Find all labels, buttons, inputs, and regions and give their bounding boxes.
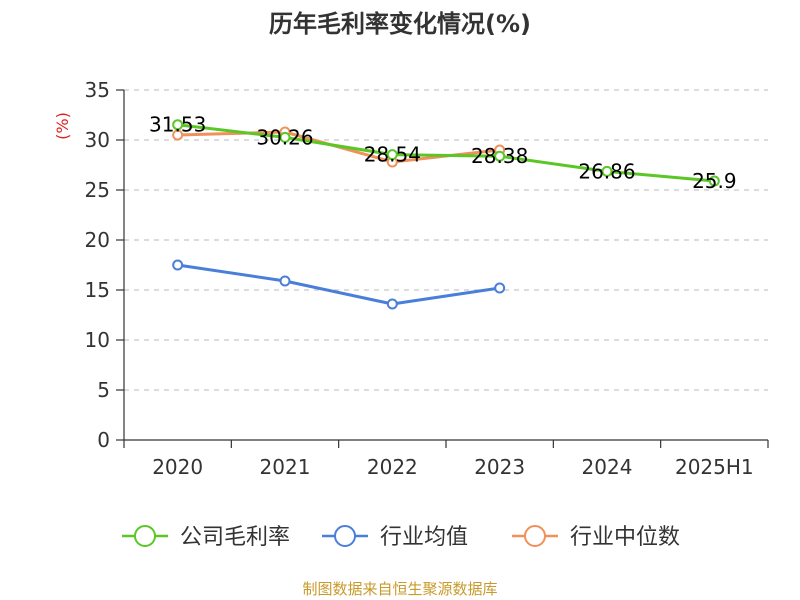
y-tick-label: 30 (85, 128, 110, 152)
y-tick-label: 0 (97, 428, 110, 452)
source-note: 制图数据来自恒生聚源数据库 (302, 580, 497, 598)
legend-marker (134, 525, 156, 547)
series-layer: 31.53 30.26 28.54 28.38 26.86 25.9 (149, 113, 737, 310)
data-point (172, 259, 184, 271)
x-tick-label: 2023 (474, 455, 525, 479)
data-label: 28.54 (364, 143, 421, 167)
data-point (386, 149, 398, 161)
legend-marker (524, 525, 546, 547)
y-tick-label: 15 (85, 278, 110, 302)
legend-item: 公司毛利率 (122, 525, 290, 550)
series-0 (172, 119, 720, 187)
legend-label: 行业中位数 (570, 525, 680, 550)
y-tick-label: 25 (85, 178, 110, 202)
data-point (708, 175, 720, 187)
chart-title: 历年毛利率变化情况(%) (269, 10, 531, 38)
data-label: 26.86 (578, 159, 635, 183)
data-label: 25.9 (692, 169, 737, 193)
data-point (494, 282, 506, 294)
y-tick-label: 5 (97, 378, 110, 402)
grid-lines (124, 89, 768, 391)
x-tick-label: 2025H1 (675, 455, 754, 479)
x-tick-label: 2021 (260, 455, 311, 479)
data-label: 30.26 (256, 125, 313, 149)
legend-item: 行业均值 (322, 525, 468, 550)
y-tick-label: 35 (85, 78, 110, 102)
x-tick-label: 2024 (582, 455, 633, 479)
data-point (601, 165, 613, 177)
data-point (279, 275, 291, 287)
data-point (172, 119, 184, 131)
legend-marker (334, 525, 356, 547)
legend: 公司毛利率 行业均值 行业中位数 (122, 525, 680, 550)
data-point (279, 131, 291, 143)
x-tick-label: 2022 (367, 455, 418, 479)
axes: 0 5 10 15 20 25 30 35 2020 2021 2022 2023 2024 2025H1 (85, 78, 769, 479)
series-line (177, 123, 715, 183)
y-tick-label: 20 (85, 228, 110, 252)
data-point (386, 298, 398, 310)
y-axis-unit-label: (%) (53, 112, 72, 140)
series-line (177, 263, 500, 306)
legend-label: 公司毛利率 (180, 525, 290, 550)
data-label: 28.38 (471, 144, 528, 168)
legend-label: 行业均值 (380, 525, 468, 550)
data-label: 31.53 (149, 113, 206, 137)
data-point (494, 150, 506, 162)
series-1 (172, 259, 506, 310)
legend-item: 行业中位数 (512, 525, 680, 550)
x-tick-label: 2020 (152, 455, 203, 479)
y-tick-label: 10 (85, 328, 110, 352)
data-point (172, 129, 184, 141)
